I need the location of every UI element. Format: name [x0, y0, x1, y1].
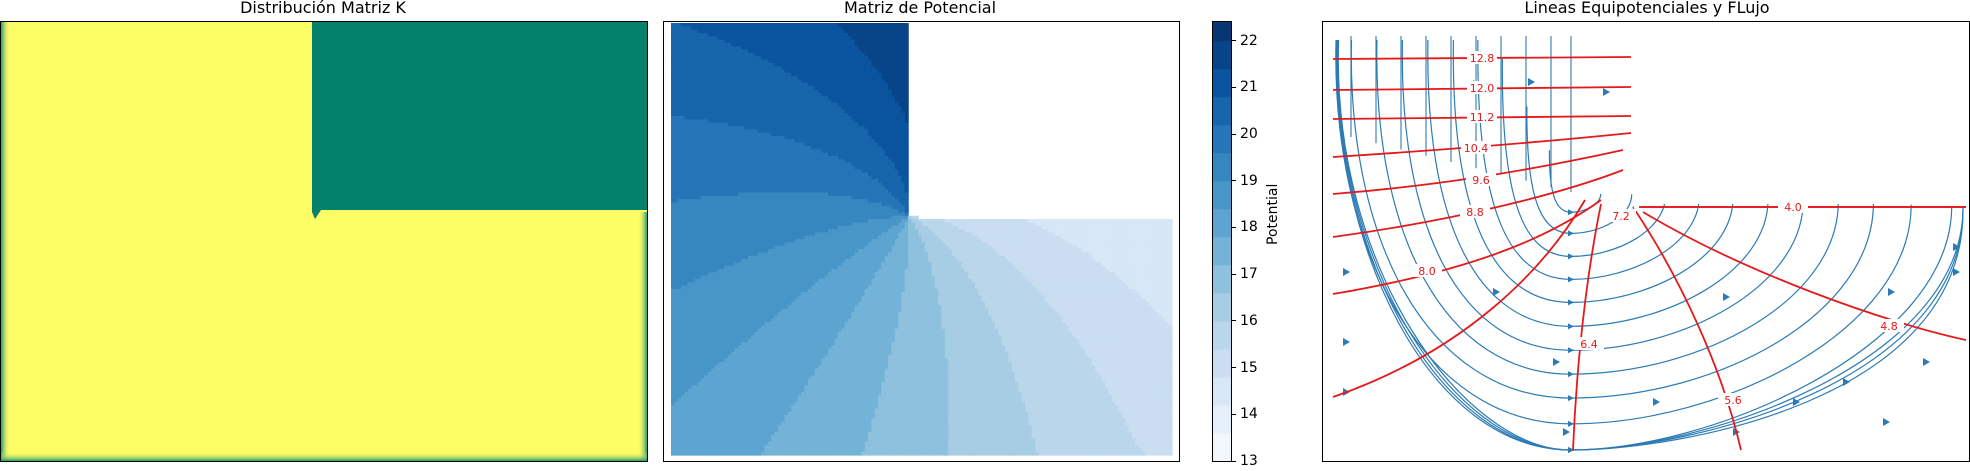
colorbar-tick-label: 20: [1240, 127, 1258, 141]
k-distribution-plot: [0, 21, 648, 462]
colorbar-band: [1213, 237, 1231, 266]
contour-label: 4.8: [1880, 320, 1898, 333]
colorbar-band: [1213, 349, 1231, 378]
potential-contour-map: [664, 22, 1179, 461]
colorbar-band: [1213, 265, 1231, 294]
flow-arrow: [1343, 338, 1350, 346]
colorbar-band: [1213, 433, 1231, 461]
colorbar-band: [1213, 181, 1231, 210]
k-bottom-edge: [1, 452, 647, 461]
contour-label: 6.4: [1580, 338, 1598, 351]
colorbar-band: [1213, 209, 1231, 238]
equipotential-line: [1333, 150, 1623, 194]
colorbar-tick-mark: [1232, 367, 1236, 368]
k-right-edge: [638, 212, 647, 461]
potential-panel-title: Matriz de Potencial: [844, 0, 996, 16]
colorbar-tick-mark: [1232, 461, 1236, 462]
colorbar-tick-mark: [1232, 320, 1236, 321]
flow-arrow: [1843, 378, 1850, 386]
k-left-edge: [1, 22, 10, 461]
colorbar-tick-mark: [1232, 227, 1236, 228]
contour-label: 10.4: [1464, 142, 1489, 155]
colorbar-tick-mark: [1232, 40, 1236, 41]
equipotential-line: [1333, 200, 1585, 397]
potential-plot: [663, 21, 1180, 462]
contour-label: 12.8: [1470, 52, 1495, 65]
colorbar-tick-mark: [1232, 274, 1236, 275]
flow-arrow: [1953, 268, 1960, 276]
flow-arrow: [1493, 288, 1500, 296]
flow-arrow: [1603, 88, 1610, 96]
flow-arrow: [1883, 418, 1890, 426]
contour-label: 8.8: [1466, 206, 1484, 219]
colorbar-tick-mark: [1232, 414, 1236, 415]
colorbar-tick-label: 16: [1240, 314, 1258, 328]
colorbar-tick-label: 19: [1240, 174, 1258, 188]
colorbar-band: [1213, 97, 1231, 126]
flow-arrow: [1653, 398, 1660, 406]
flow-arrow: [1923, 358, 1930, 366]
flow-panel-title: Lineas Equipotenciales y FLujo: [1524, 0, 1769, 16]
colorbar-tick-label: 22: [1240, 34, 1258, 48]
colorbar-tick-mark: [1232, 87, 1236, 88]
colorbar-tick-label: 15: [1240, 361, 1258, 375]
colorbar-band: [1213, 22, 1231, 41]
flow-cut-region: [1633, 22, 1969, 212]
colorbar-tick-label: 21: [1240, 80, 1258, 94]
flow-arrow: [1723, 293, 1730, 301]
k-panel-title: Distribución Matriz K: [240, 0, 406, 16]
contour-label: 9.6: [1472, 174, 1490, 187]
contour-label: 5.6: [1724, 394, 1742, 407]
colorbar-tick-mark: [1232, 134, 1236, 135]
colorbar-band: [1213, 125, 1231, 154]
colorbar-label: Potential: [1265, 184, 1281, 245]
colorbar-tick-mark: [1232, 180, 1236, 181]
colorbar-band: [1213, 293, 1231, 322]
k-distribution-heatmap: [1, 22, 647, 461]
contour-label: 12.0: [1470, 82, 1495, 95]
flow-net: 12.812.011.210.49.68.88.07.26.45.64.84.0…: [1323, 22, 1969, 461]
colorbar-tick-label: 13: [1240, 454, 1258, 468]
colorbar-band: [1213, 321, 1231, 350]
contour-label: 11.2: [1470, 111, 1495, 124]
colorbar-tick-label: 18: [1240, 220, 1258, 234]
colorbar-band: [1213, 41, 1231, 70]
colorbar-tick-label: 17: [1240, 267, 1258, 281]
contour-label: 8.0: [1418, 265, 1436, 278]
flow-arrow: [1563, 428, 1570, 436]
equipotential-line: [1573, 204, 1601, 450]
colorbar-band: [1213, 405, 1231, 434]
colorbar-band: [1213, 377, 1231, 406]
flow-arrow: [1888, 288, 1895, 296]
flow-arrow: [1553, 358, 1560, 366]
k-low-region: [312, 22, 647, 219]
colorbar-tick-label: 14: [1240, 407, 1258, 421]
contour-label: 7.2: [1612, 210, 1630, 223]
flow-arrow: [1528, 78, 1535, 86]
flow-plot: 12.8 12.0 11.2 10.4 9.6 8.8 8.0 7.2 6.4 5.6 4.8 4.0…: [1322, 21, 1970, 462]
colorbar-band: [1213, 69, 1231, 98]
colorbar-band: [1213, 153, 1231, 182]
flow-arrow: [1343, 268, 1350, 276]
potential-colorbar: [1212, 21, 1232, 462]
